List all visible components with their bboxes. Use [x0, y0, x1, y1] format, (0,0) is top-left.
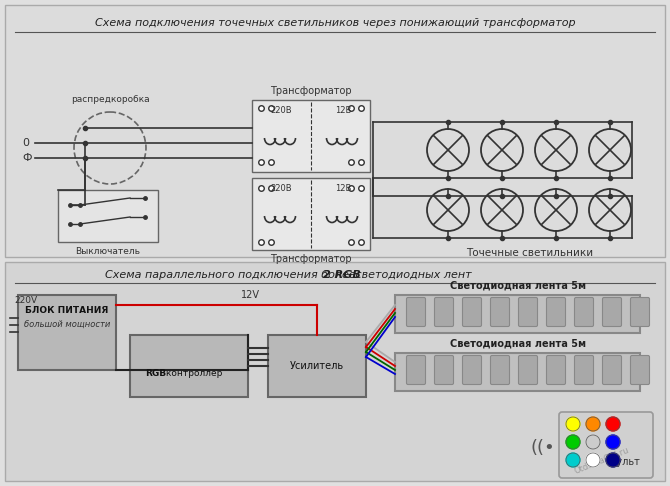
Circle shape — [566, 453, 580, 467]
Text: OtdelkaGid.ru: OtdelkaGid.ru — [572, 446, 630, 476]
FancyBboxPatch shape — [602, 297, 622, 327]
Text: 2 RGB: 2 RGB — [323, 270, 361, 280]
Text: 220В: 220В — [270, 184, 292, 192]
FancyBboxPatch shape — [130, 335, 248, 397]
Circle shape — [586, 417, 600, 431]
FancyBboxPatch shape — [395, 295, 640, 333]
Text: Светодиодная лента 5м: Светодиодная лента 5м — [450, 280, 586, 290]
Text: светодиодных лент: светодиодных лент — [352, 270, 472, 280]
FancyBboxPatch shape — [252, 100, 370, 172]
FancyBboxPatch shape — [252, 178, 370, 250]
FancyBboxPatch shape — [574, 355, 594, 384]
Text: Схема подключения точечных светильников через понижающий трансформатор: Схема подключения точечных светильников … — [94, 18, 576, 28]
FancyBboxPatch shape — [490, 355, 509, 384]
Circle shape — [566, 417, 580, 431]
FancyBboxPatch shape — [630, 297, 649, 327]
FancyBboxPatch shape — [18, 295, 116, 370]
Text: 12В: 12В — [335, 184, 351, 192]
Text: 12В: 12В — [335, 105, 351, 115]
Text: Выключатель: Выключатель — [76, 247, 141, 256]
Text: 220В: 220В — [270, 105, 292, 115]
Text: распредкоробка: распредкоробка — [71, 95, 149, 104]
FancyBboxPatch shape — [462, 297, 482, 327]
Text: Ф: Ф — [22, 153, 31, 163]
FancyBboxPatch shape — [547, 297, 565, 327]
Text: Усилитель: Усилитель — [290, 361, 344, 371]
Text: контроллер: контроллер — [163, 369, 222, 378]
Circle shape — [606, 453, 620, 467]
Text: Пульт: Пульт — [609, 457, 640, 467]
FancyBboxPatch shape — [519, 355, 537, 384]
FancyBboxPatch shape — [462, 355, 482, 384]
Text: ((•: ((• — [531, 439, 555, 457]
FancyBboxPatch shape — [547, 355, 565, 384]
FancyBboxPatch shape — [268, 335, 366, 397]
Text: 12V: 12V — [241, 290, 259, 300]
FancyBboxPatch shape — [435, 355, 454, 384]
FancyBboxPatch shape — [574, 297, 594, 327]
FancyBboxPatch shape — [407, 297, 425, 327]
Text: БЛОК ПИТАНИЯ: БЛОК ПИТАНИЯ — [25, 306, 109, 315]
Circle shape — [606, 435, 620, 449]
Text: Трансформатор: Трансформатор — [270, 86, 352, 96]
FancyBboxPatch shape — [407, 355, 425, 384]
FancyBboxPatch shape — [5, 262, 665, 481]
Text: RGB: RGB — [145, 369, 166, 378]
FancyBboxPatch shape — [559, 412, 653, 478]
Text: Точечные светильники: Точечные светильники — [466, 248, 594, 258]
Text: Светодиодная лента 5м: Светодиодная лента 5м — [450, 338, 586, 348]
FancyBboxPatch shape — [5, 5, 665, 257]
FancyBboxPatch shape — [58, 190, 158, 242]
Text: Трансформатор: Трансформатор — [270, 254, 352, 264]
Circle shape — [566, 435, 580, 449]
Circle shape — [606, 417, 620, 431]
FancyBboxPatch shape — [490, 297, 509, 327]
Text: большой мощности: большой мощности — [24, 320, 110, 329]
FancyBboxPatch shape — [435, 297, 454, 327]
FancyBboxPatch shape — [630, 355, 649, 384]
FancyBboxPatch shape — [395, 353, 640, 391]
Circle shape — [586, 453, 600, 467]
FancyBboxPatch shape — [519, 297, 537, 327]
Text: 0: 0 — [22, 138, 29, 148]
Text: 220V: 220V — [14, 295, 37, 305]
Circle shape — [586, 435, 600, 449]
FancyBboxPatch shape — [602, 355, 622, 384]
Text: Схема параллельного подключения более: Схема параллельного подключения более — [105, 270, 359, 280]
